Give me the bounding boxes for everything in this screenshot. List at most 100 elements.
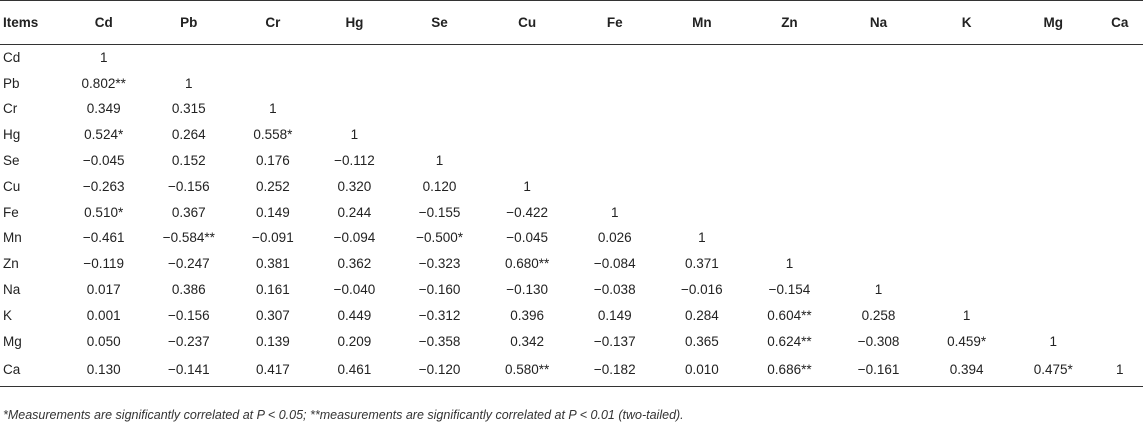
correlation-table-container: Items Cd Pb Cr Hg Se Cu Fe Mn Zn Na K Mg Ca Cd 1 Pb 0.80… [0,0,1143,387]
table-cell [1097,173,1143,199]
table-footnote: *Measurements are significantly correlat… [3,408,684,422]
table-cell [1097,45,1143,71]
table-cell: −0.156 [167,307,210,323]
table-cell [396,45,484,71]
table-cell: 0.524* [84,127,124,143]
table-cell [1097,199,1143,225]
table-cell [1010,122,1097,148]
table-cell: 0.386 [171,282,206,298]
table-cell [745,225,834,251]
table-cell [834,199,924,225]
table-cell [1097,302,1143,328]
table-cell: −0.084 [593,256,636,272]
table-cell: 0.026 [597,230,632,246]
table-cell: 0.258 [861,307,896,323]
table-cell: 0.396 [510,307,545,323]
table-cell: 0.686** [745,354,834,387]
table-cell: 1 [185,75,193,91]
table-cell: 1 [1049,333,1058,349]
table-cell: 0.342 [510,333,545,349]
table-cell: 0.315 [171,101,206,117]
table-cell: 0.461 [313,354,396,387]
table-cell: 0.604** [767,307,812,323]
table-cell: 0.394 [923,354,1010,387]
table-cell [834,173,924,199]
table-cell [1097,70,1143,96]
table-cell [834,122,924,148]
table-cell: 0.149 [597,307,632,323]
table-cell: −0.323 [418,256,461,272]
table-cell [313,70,396,96]
row-label: K [3,307,13,323]
table-cell: −0.154 [768,282,811,298]
table-cell: −0.141 [144,354,233,387]
table-row: Zn −0.119 −0.247 0.381 0.362 −0.323 0.680** −0.… [0,251,1143,277]
table-cell [396,70,484,96]
table-cell [659,173,746,199]
table-cell: 0.349 [86,101,121,117]
table-cell: −0.182 [570,354,659,387]
table-row: Cu −0.263 −0.156 0.252 0.320 0.120 1 [0,173,1143,199]
table-cell: 0.284 [684,307,719,323]
table-cell [923,199,1010,225]
table-cell: −0.308 [857,333,900,349]
table-cell: 1 [962,307,971,323]
table-cell [923,70,1010,96]
table-cell [834,148,924,174]
table-cell: −0.155 [418,204,461,220]
table-cell: 0.120 [422,178,457,194]
table-cell [745,45,834,71]
table-cell: −0.130 [506,282,548,298]
table-cell: −0.040 [333,282,376,298]
table-cell: −0.161 [833,354,924,387]
table-cell: −0.263 [82,178,125,194]
table-cell: 0.149 [255,204,290,220]
table-cell [1097,122,1143,148]
table-cell: 0.139 [255,333,290,349]
header-cd: Cd [62,0,145,45]
table-cell: 0.161 [255,282,290,298]
row-label: Mg [3,333,22,349]
table-cell [923,277,1010,303]
table-cell [483,122,571,148]
table-cell [1097,96,1143,122]
table-cell [834,251,924,277]
table-cell: −0.156 [167,178,210,194]
table-cell [923,45,1010,71]
table-row: Mg 0.050 −0.237 0.139 0.209 −0.358 0.342 −0.137… [0,328,1143,354]
table-cell [745,199,834,225]
table-cell: 1 [435,153,444,169]
table-cell: −0.500* [416,230,463,246]
table-cell: 0.802** [81,75,126,91]
table-cell: 0.449 [337,307,372,323]
table-cell: 1 [610,204,619,220]
table-cell [1010,277,1097,303]
table-cell: −0.461 [82,230,125,246]
table-cell [1097,225,1143,251]
table-cell: −0.091 [252,230,294,246]
table-cell: 1 [698,230,706,246]
header-mg: Mg [1009,0,1097,45]
table-cell [659,45,746,71]
table-cell: 0.176 [255,153,290,169]
table-cell [834,96,924,122]
table-cell: 1 [350,127,359,143]
row-label: Se [3,153,20,169]
table-cell: 0.001 [86,307,121,323]
table-cell: −0.094 [333,230,376,246]
table-cell: −0.584** [162,230,215,246]
table-cell: 0.264 [171,127,206,143]
table-cell: 0.050 [86,333,121,349]
table-cell [1010,45,1097,71]
table-cell [834,45,924,71]
table-cell [1097,328,1143,354]
row-label: Na [3,282,21,298]
table-cell [1010,251,1097,277]
table-cell: 0.459* [947,333,987,349]
table-cell [396,122,484,148]
table-cell [659,122,746,148]
table-cell [745,96,834,122]
table-cell: 0.365 [684,333,719,349]
header-items: Items [0,0,63,45]
table-cell [571,173,659,199]
